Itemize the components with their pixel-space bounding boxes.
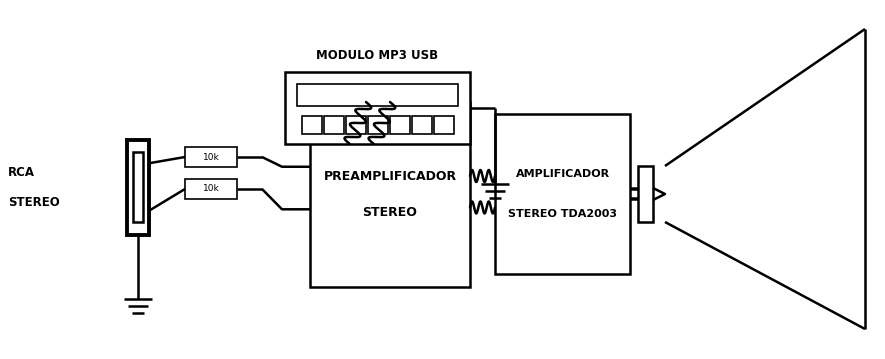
Bar	[185, 147, 237, 167]
Bar	[297, 84, 458, 106]
Text: PREAMPLIFICADOR: PREAMPLIFICADOR	[323, 170, 457, 183]
Bar	[345, 116, 366, 134]
Bar	[367, 116, 388, 134]
Bar	[389, 116, 410, 134]
Bar	[310, 102, 470, 287]
Text: AMPLIFICADOR: AMPLIFICADOR	[515, 169, 610, 179]
Text: STEREO TDA2003: STEREO TDA2003	[508, 209, 617, 219]
Bar	[638, 166, 653, 222]
Bar	[285, 72, 470, 144]
Bar	[127, 140, 149, 234]
Bar	[302, 116, 321, 134]
Text: STEREO: STEREO	[8, 196, 60, 209]
Text: RCA: RCA	[8, 165, 35, 178]
Bar	[434, 116, 453, 134]
Text: STEREO: STEREO	[363, 206, 418, 219]
Text: 10k: 10k	[203, 185, 219, 194]
Bar	[324, 116, 343, 134]
Bar	[133, 152, 143, 222]
Text: MODULO MP3 USB: MODULO MP3 USB	[317, 49, 439, 62]
Bar	[185, 179, 237, 199]
Bar	[495, 114, 630, 274]
Text: 10k: 10k	[203, 153, 219, 162]
Bar	[412, 116, 432, 134]
